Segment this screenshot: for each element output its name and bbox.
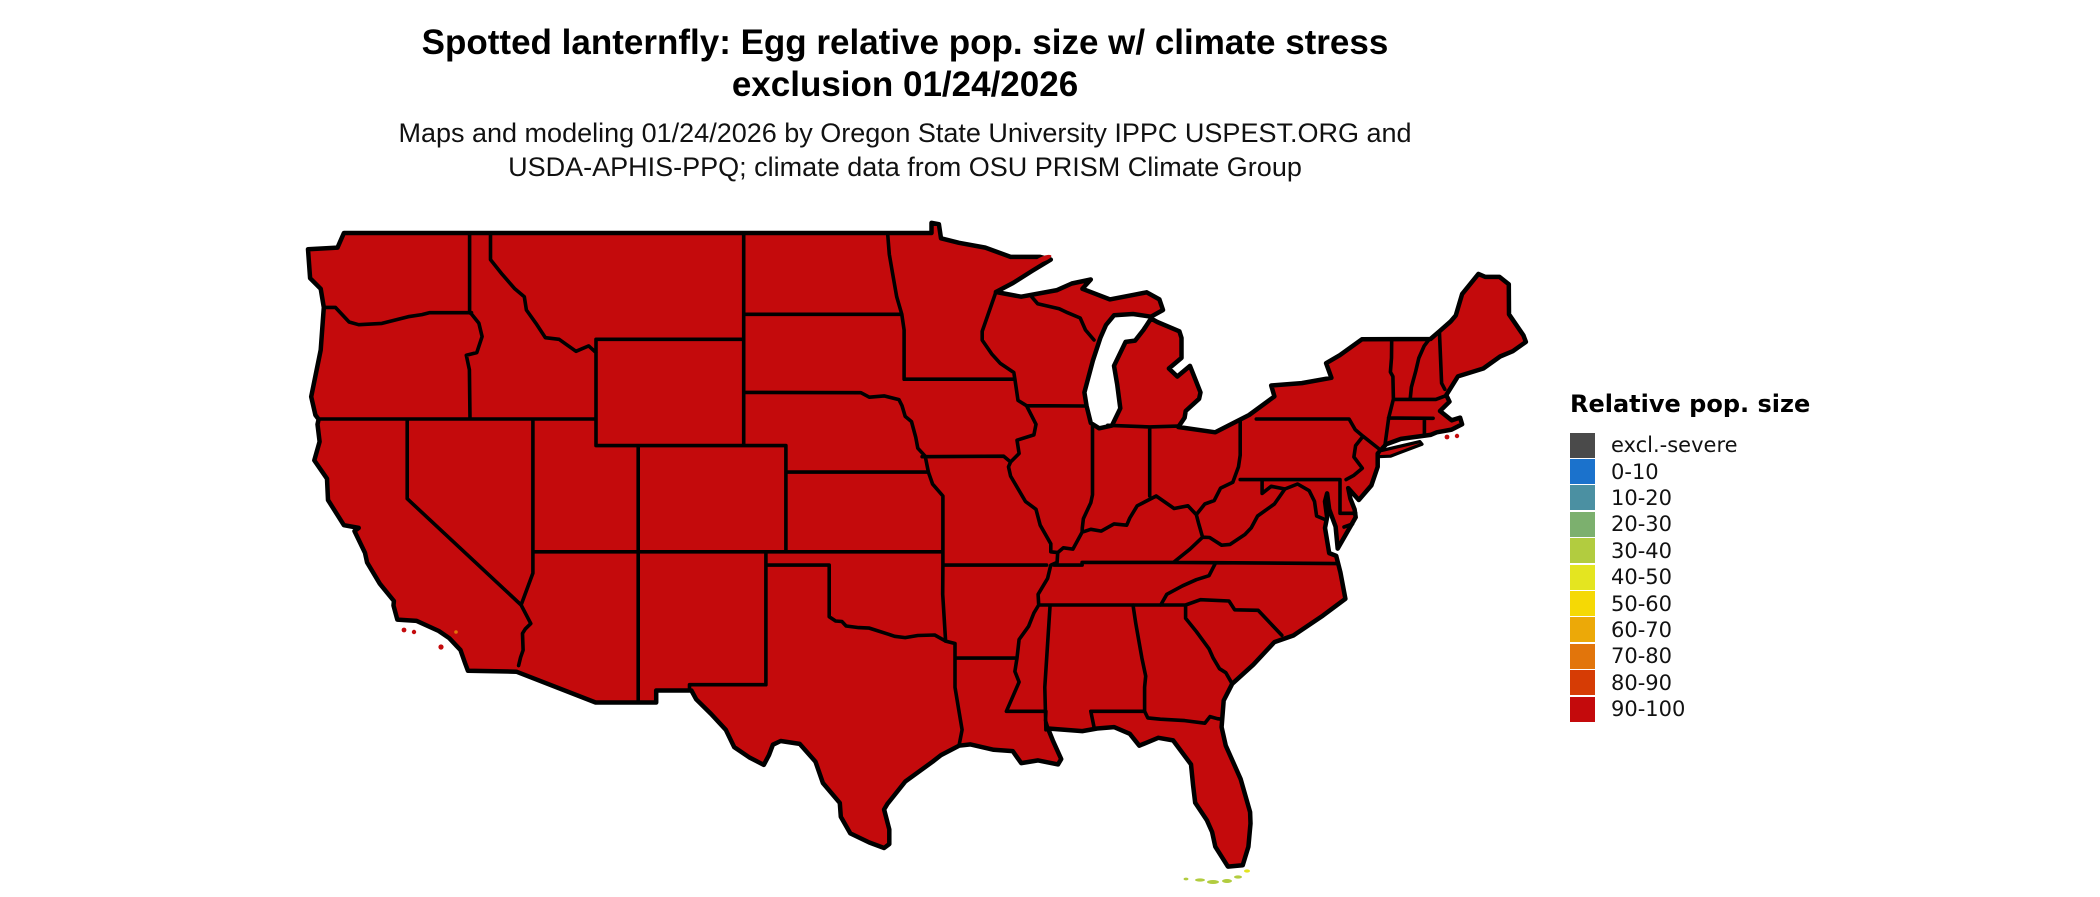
legend-swatch-40-50	[1570, 564, 1595, 590]
legend-item: 70-80	[1570, 643, 1870, 669]
florida-keys	[1183, 869, 1250, 884]
legend-item: 0-10	[1570, 458, 1870, 485]
small-islands	[343, 238, 1460, 650]
subtitle-line2: USDA-APHIS-PPQ; climate data from OSU PR…	[508, 152, 1302, 182]
legend-swatch-20-30	[1570, 511, 1595, 537]
legend-item: 40-50	[1570, 564, 1870, 590]
legend-title: Relative pop. size	[1570, 390, 1811, 418]
page-title-line2: exclusion 01/24/2026	[731, 65, 1079, 104]
legend-rows: excl.-severe 0-10 10-20 20-30 30-40 40-5…	[1570, 432, 1870, 722]
page-title-line1: Spotted lanternfly: Egg relative pop. si…	[421, 23, 1389, 62]
state-borders	[316, 231, 1447, 748]
legend-label: 40-50	[1611, 565, 1673, 590]
legend-item: 80-90	[1570, 670, 1870, 696]
map-title-block: Spotted lanternfly: Egg relative pop. si…	[0, 22, 1810, 106]
us-coast-outline	[308, 223, 1526, 867]
legend-label: excl.-severe	[1611, 433, 1738, 458]
legend-swatch-0-10	[1570, 459, 1595, 485]
legend-item: 20-30	[1570, 511, 1870, 537]
legend-label: 70-80	[1611, 644, 1673, 669]
legend-label: 60-70	[1611, 617, 1673, 642]
legend-label: 20-30	[1611, 512, 1673, 537]
legend-label: 10-20	[1611, 485, 1673, 510]
legend-item: 30-40	[1570, 538, 1870, 564]
legend-label: 30-40	[1611, 538, 1673, 563]
subtitle-line1: Maps and modeling 01/24/2026 by Oregon S…	[398, 118, 1412, 148]
legend-label: 50-60	[1611, 591, 1673, 616]
legend-item: 50-60	[1570, 590, 1870, 617]
legend-label: 0-10	[1611, 459, 1659, 484]
legend-swatch-50-60	[1570, 591, 1595, 617]
legend-swatch-excl-severe	[1570, 432, 1595, 458]
legend-item: 10-20	[1570, 485, 1870, 511]
legend-swatch-70-80	[1570, 643, 1595, 669]
long-island	[1375, 440, 1424, 459]
legend-item: 90-100	[1570, 696, 1870, 722]
legend-swatch-60-70	[1570, 617, 1595, 643]
legend: Relative pop. size excl.-severe 0-10 10-…	[1570, 390, 1870, 722]
legend-item: 60-70	[1570, 617, 1870, 643]
legend-item: excl.-severe	[1570, 432, 1870, 458]
legend-swatch-80-90	[1570, 670, 1595, 696]
map-subtitle-block: Maps and modeling 01/24/2026 by Oregon S…	[0, 116, 1810, 184]
legend-label: 80-90	[1611, 670, 1673, 695]
legend-swatch-90-100	[1570, 696, 1595, 722]
legend-swatch-30-40	[1570, 538, 1595, 564]
legend-swatch-10-20	[1570, 485, 1595, 511]
legend-label: 90-100	[1611, 697, 1686, 722]
